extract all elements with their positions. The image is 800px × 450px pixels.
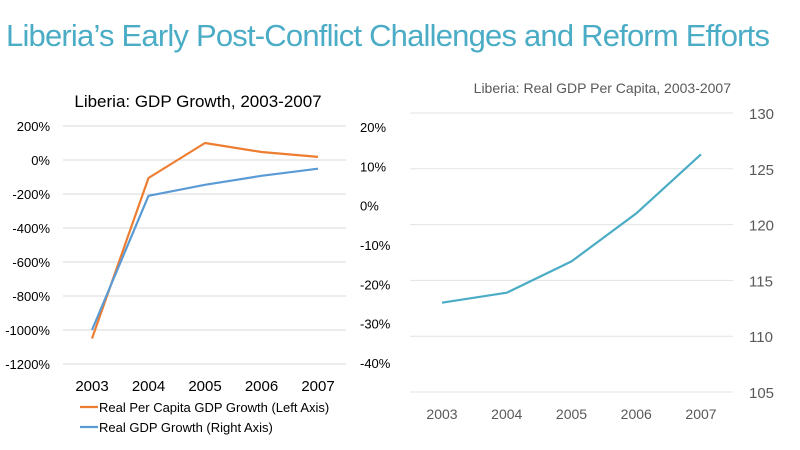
- x-axis-tick-label: 2003: [426, 406, 457, 422]
- right-axis-tick-label: 120: [749, 218, 774, 235]
- legend-label: Real Per Capita GDP Growth (Left Axis): [99, 400, 329, 415]
- x-axis-tick-label: 2007: [301, 378, 334, 395]
- legend-label: Real GDP Growth (Right Axis): [99, 420, 273, 435]
- right-axis-tick-label: -20%: [360, 277, 391, 292]
- right-axis-tick-label: -40%: [360, 356, 391, 371]
- right-axis-tick-label: -30%: [360, 317, 391, 332]
- left-axis-tick-label: -200%: [12, 187, 50, 202]
- left-axis-tick-label: -400%: [12, 221, 50, 236]
- x-axis-tick-label: 2006: [621, 406, 652, 422]
- left-axis-tick-label: -1000%: [5, 323, 50, 338]
- right-axis-tick-label: 110: [749, 329, 773, 346]
- series-line-gdp-per-capita: [441, 153, 702, 304]
- x-axis-tick-label: 2007: [685, 406, 716, 422]
- x-axis-tick-label: 2006: [245, 378, 278, 395]
- right-axis-tick-label: 115: [749, 273, 773, 290]
- right-axis-tick-label: 105: [749, 385, 774, 402]
- left-axis-tick-label: -600%: [12, 255, 50, 270]
- right-axis-tick-label: -10%: [360, 238, 391, 253]
- chart-title: Liberia: GDP Growth, 2003-2007: [74, 92, 321, 111]
- x-axis-tick-label: 2004: [132, 378, 165, 395]
- x-axis-tick-label: 2005: [188, 378, 221, 395]
- x-axis-tick-label: 2003: [75, 378, 108, 395]
- right-axis-tick-label: 10%: [360, 159, 386, 174]
- series-line-gdp-growth: [90, 167, 319, 331]
- right-axis-tick-label: 125: [749, 162, 774, 179]
- left-axis-tick-label: 200%: [17, 119, 51, 134]
- right-axis-tick-label: 0%: [360, 199, 379, 214]
- right-axis-tick-label: 130: [749, 106, 774, 123]
- chart-title: Liberia: Real GDP Per Capita, 2003-2007: [474, 80, 732, 96]
- series-line-per-capita-growth: [90, 141, 319, 339]
- right-axis-tick-label: 20%: [360, 120, 386, 135]
- x-axis-tick-label: 2004: [491, 406, 522, 422]
- left-axis-tick-label: -1200%: [5, 357, 50, 372]
- x-axis-tick-label: 2005: [556, 406, 587, 422]
- slide-title: Liberia’s Early Post-Conflict Challenges…: [6, 18, 770, 53]
- left-axis-tick-label: -800%: [12, 289, 50, 304]
- left-axis-tick-label: 0%: [31, 153, 50, 168]
